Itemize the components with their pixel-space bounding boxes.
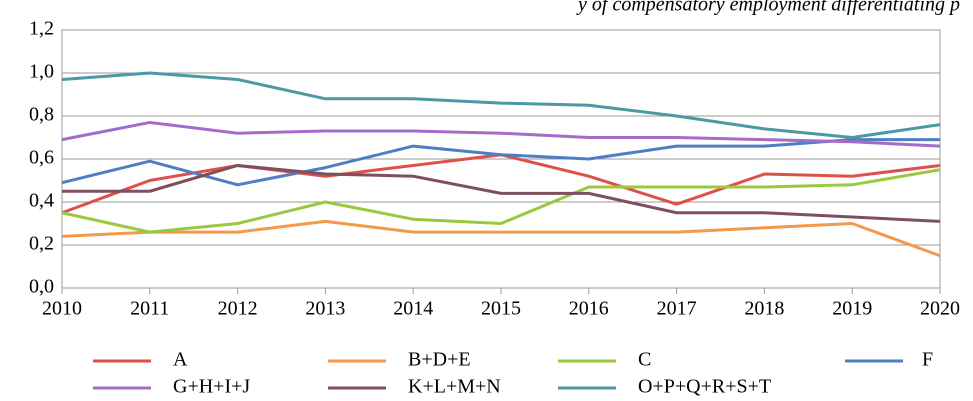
- series-line: [61, 219, 941, 258]
- y-tick-label: 0,4: [29, 190, 54, 212]
- series-line: [61, 120, 941, 148]
- y-tick-label: 1,2: [29, 18, 54, 40]
- legend-label: K+L+M+N: [408, 376, 501, 398]
- x-tick-label: 2013: [305, 298, 345, 320]
- series-line: [61, 138, 940, 187]
- x-tick-label: 2012: [218, 298, 258, 320]
- x-tick-label: 2010: [42, 298, 82, 320]
- x-tick-label: 2019: [832, 298, 872, 320]
- legend-label: A: [173, 349, 188, 371]
- x-tick-label: 2014: [393, 298, 433, 320]
- y-tick-label: 0,2: [29, 233, 54, 255]
- y-tick-label: 0,0: [29, 276, 54, 298]
- legend-label: G+H+I+J: [173, 376, 250, 398]
- series-line: [62, 163, 941, 223]
- x-tick-label: 2011: [130, 298, 169, 320]
- legend-label: O+P+Q+R+S+T: [638, 376, 771, 398]
- chart-title: y of compensatory employment differentia…: [576, 0, 960, 16]
- legend-label: F: [922, 349, 933, 371]
- x-tick-label: 2016: [569, 298, 609, 320]
- series-line: [61, 71, 941, 139]
- legend-label: B+D+E: [408, 349, 471, 371]
- y-tick-label: 0,8: [29, 104, 54, 126]
- series-line: [61, 168, 941, 234]
- x-tick-label: 2017: [657, 298, 697, 320]
- x-tick-label: 2018: [744, 298, 784, 320]
- x-tick-label: 2020: [920, 298, 960, 320]
- legend-label: C: [638, 349, 651, 371]
- y-tick-label: 1,0: [29, 61, 54, 83]
- series-line: [61, 153, 941, 215]
- y-tick-label: 0,6: [29, 147, 54, 169]
- x-tick-label: 2015: [481, 298, 521, 320]
